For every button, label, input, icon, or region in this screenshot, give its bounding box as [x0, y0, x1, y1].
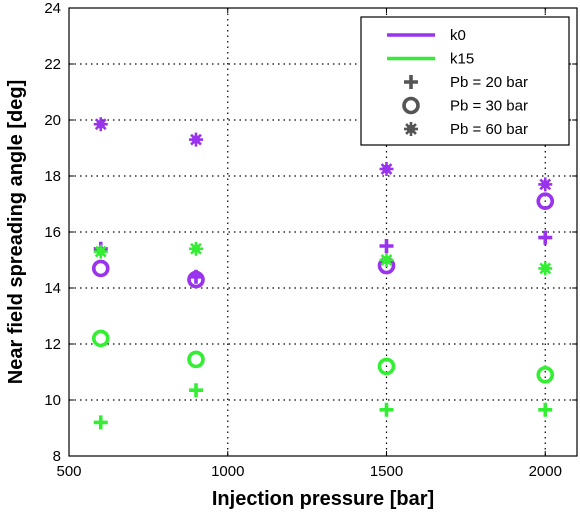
data-point-plus [189, 383, 203, 398]
x-tick-label: 1500 [370, 463, 403, 480]
data-point-asterisk [189, 241, 203, 256]
y-tick-label: 24 [44, 0, 61, 17]
data-point-circle [536, 365, 555, 384]
legend-label: k15 [450, 51, 474, 68]
y-tick-label: 16 [44, 224, 61, 241]
axis-ticks: 500 1000 1500 2000 8 10 12 14 16 18 20 22 24 [44, 0, 577, 480]
legend-label: k0 [450, 27, 466, 44]
y-tick-label: 10 [44, 392, 61, 409]
data-point-circle [91, 259, 110, 278]
y-tick-label: 12 [44, 336, 61, 353]
data-marks [91, 117, 555, 430]
data-point-plus [538, 402, 553, 417]
legend: k0 k15 Pb = 20 bar Pb = 30 bar Pb = 60 bar [360, 16, 570, 146]
data-point-asterisk [379, 253, 394, 267]
y-tick-label: 18 [44, 168, 61, 185]
y-tick-label: 20 [44, 112, 61, 129]
data-point-asterisk [93, 117, 108, 132]
grid [69, 8, 577, 456]
y-tick-label: 8 [53, 448, 61, 465]
x-tick-label: 500 [56, 463, 81, 480]
legend-marker-asterisk [404, 122, 418, 136]
legend-label: Pb = 20 bar [450, 74, 528, 91]
y-axis-title: Near field spreading angle [deg] [5, 80, 27, 385]
data-point-asterisk [538, 261, 553, 276]
data-point-circle [187, 270, 205, 289]
x-tick-label: 2000 [529, 463, 562, 480]
data-point-plus [93, 415, 108, 430]
data-point-circle [377, 357, 396, 376]
data-point-plus [379, 402, 394, 417]
data-point-plus [379, 239, 394, 253]
data-point-asterisk [538, 177, 553, 192]
data-point-asterisk [93, 244, 108, 259]
data-point-asterisk [379, 162, 394, 176]
legend-label: Pb = 30 bar [450, 98, 528, 115]
legend-label: Pb = 60 bar [450, 121, 528, 138]
data-point-circle [187, 350, 205, 369]
legend-marker-plus [404, 75, 418, 89]
x-tick-label: 1000 [211, 463, 244, 480]
x-axis-title: Injection pressure [bar] [212, 488, 434, 510]
y-tick-label: 14 [44, 280, 61, 297]
data-point-circle [91, 329, 110, 348]
data-point-plus [538, 230, 553, 245]
y-tick-label: 22 [44, 56, 61, 73]
data-point-asterisk [189, 132, 203, 147]
data-point-circle [536, 192, 555, 210]
legend-box [360, 16, 570, 146]
legend-marker-circle [402, 96, 420, 115]
